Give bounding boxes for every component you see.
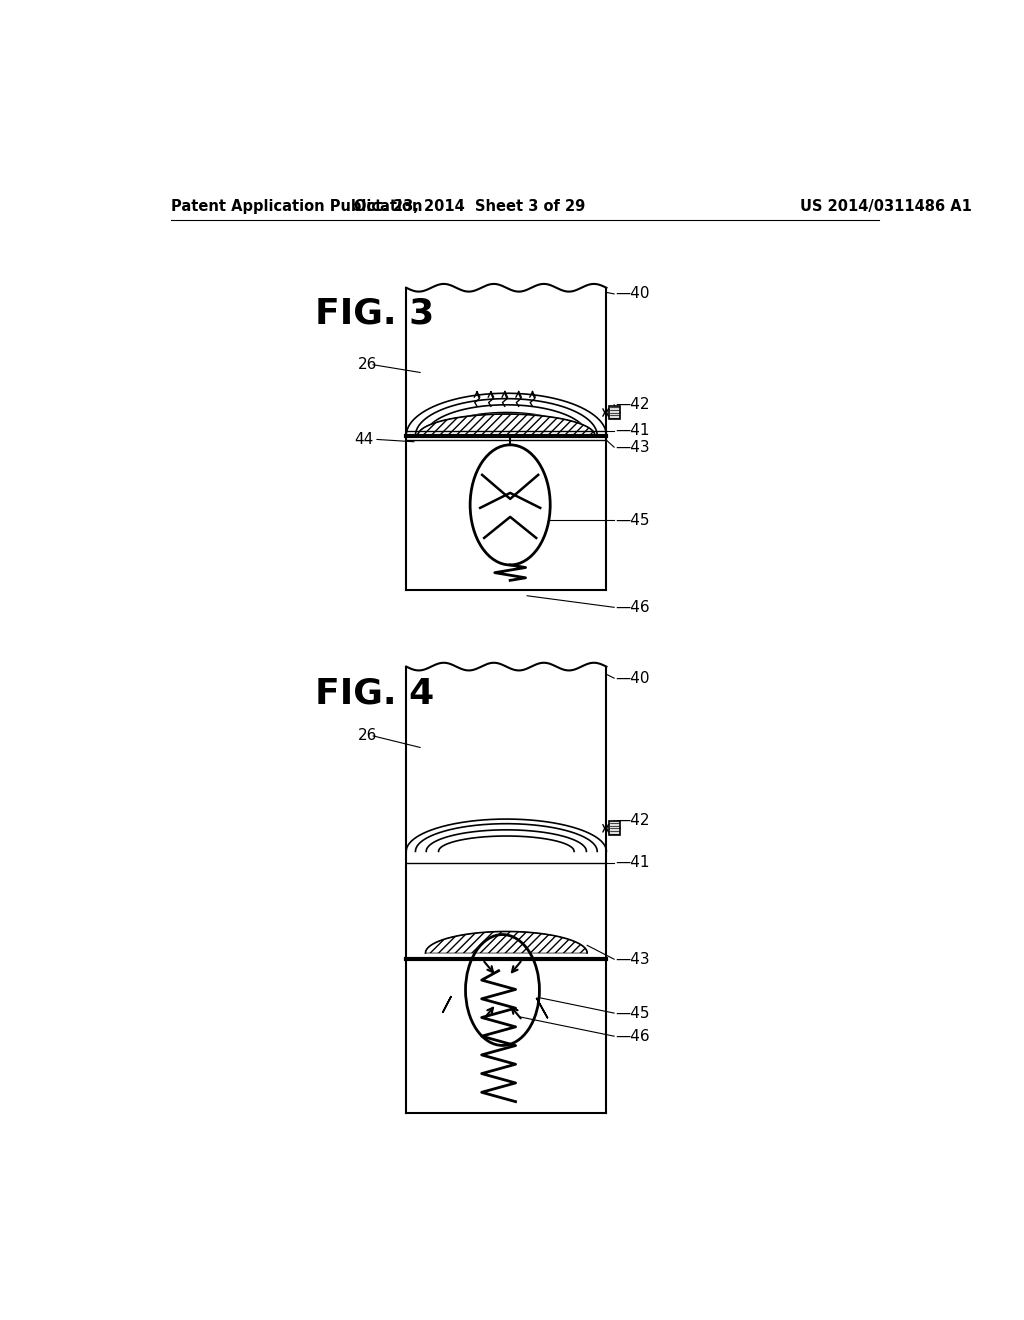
Text: —46: —46	[614, 599, 649, 615]
Text: —45: —45	[614, 1006, 649, 1020]
Text: Patent Application Publication: Patent Application Publication	[171, 198, 422, 214]
Text: 26: 26	[357, 729, 377, 743]
Text: 44: 44	[354, 432, 373, 447]
Text: Oct. 23, 2014  Sheet 3 of 29: Oct. 23, 2014 Sheet 3 of 29	[353, 198, 585, 214]
Text: FIG. 3: FIG. 3	[315, 297, 434, 331]
Text: 26: 26	[357, 358, 377, 372]
Text: —42: —42	[614, 813, 649, 828]
Text: —42: —42	[614, 397, 649, 412]
Text: US 2014/0311486 A1: US 2014/0311486 A1	[801, 198, 973, 214]
Text: —43: —43	[614, 952, 649, 966]
Bar	[608, 821, 620, 836]
Text: —43: —43	[614, 440, 649, 454]
Text: —46: —46	[614, 1028, 649, 1044]
Bar	[608, 405, 620, 420]
Polygon shape	[418, 414, 595, 436]
Text: —40: —40	[614, 286, 649, 301]
Polygon shape	[425, 932, 587, 953]
Text: —40: —40	[614, 671, 649, 685]
Text: —41: —41	[614, 424, 649, 438]
Text: FIG. 4: FIG. 4	[315, 677, 434, 710]
Text: —41: —41	[614, 855, 649, 870]
Text: —45: —45	[614, 512, 649, 528]
